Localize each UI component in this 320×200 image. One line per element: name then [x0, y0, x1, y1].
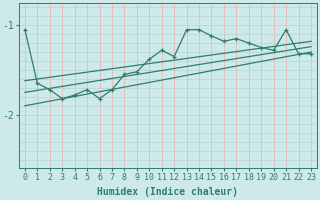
X-axis label: Humidex (Indice chaleur): Humidex (Indice chaleur) [98, 187, 238, 197]
